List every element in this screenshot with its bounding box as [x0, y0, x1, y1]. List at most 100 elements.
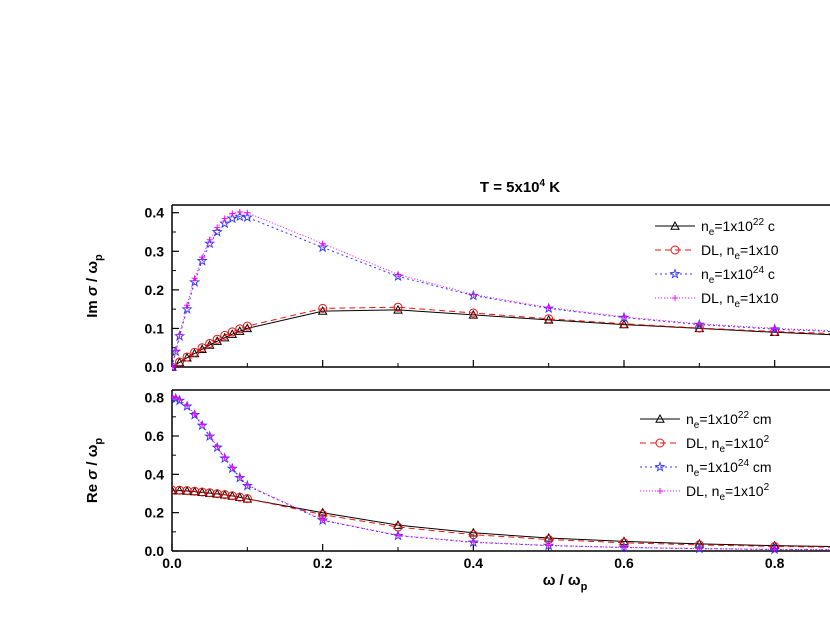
y-tick-label: 0.6	[145, 428, 165, 444]
legend-marker	[670, 220, 680, 230]
x-tick-label: 0.0	[162, 555, 182, 571]
data-point	[227, 327, 237, 337]
data-point	[234, 210, 246, 222]
y-tick-label: 0.0	[145, 543, 165, 559]
data-point	[468, 308, 478, 318]
data-point	[544, 314, 554, 324]
y-tick-label: 0.1	[145, 320, 165, 336]
data-point	[191, 275, 198, 282]
legend-marker	[657, 488, 663, 494]
data-point	[470, 291, 477, 298]
y-tick-label: 0.4	[145, 205, 165, 221]
data-point	[184, 402, 191, 409]
data-point	[317, 306, 328, 315]
data-point	[395, 532, 401, 539]
legend-label: DL, ne=1x102	[686, 434, 770, 455]
legend-label: DL, ne=1x10	[701, 242, 779, 262]
data-point	[172, 362, 177, 371]
bottom-panel: 0.0 0.2 0.4 0.6 0.8 0.0 0.2 0.4 0.6 0.8 Re σ / ωp ω…	[84, 389, 830, 593]
figure-title-exponent: 4	[540, 178, 546, 189]
legend-label: ne=1x1024 c	[701, 265, 775, 286]
data-point	[174, 330, 186, 341]
data-point	[214, 224, 221, 231]
data-point	[176, 331, 183, 338]
data-point	[221, 215, 228, 222]
x-tick-label: 0.4	[464, 555, 484, 571]
data-point	[317, 241, 329, 253]
legend-label: ne=1x1024 cm	[686, 458, 772, 479]
data-point	[393, 304, 403, 314]
data-point	[234, 492, 245, 502]
legend-label: DL, ne=1x10	[701, 290, 779, 310]
data-point	[172, 347, 179, 354]
series-line-0	[172, 490, 830, 547]
data-point	[172, 394, 179, 401]
data-point	[199, 421, 206, 428]
legend-marker	[669, 268, 681, 279]
data-point	[184, 302, 191, 309]
data-point	[242, 494, 252, 504]
plot-area	[172, 208, 830, 371]
data-point	[236, 474, 243, 481]
data-point	[319, 516, 326, 523]
legend-label: ne=1x1022 c	[701, 217, 775, 238]
data-point	[221, 454, 228, 461]
data-point	[172, 364, 175, 370]
legend-marker	[655, 413, 665, 423]
data-point	[392, 270, 404, 282]
figure-title: T = 5x104 K	[480, 178, 560, 196]
data-point	[244, 482, 251, 489]
data-point	[226, 212, 238, 224]
data-point	[227, 490, 238, 500]
data-point	[242, 323, 253, 333]
y-tick-label: 0.8	[145, 390, 165, 406]
data-point	[204, 237, 216, 249]
legend-marker	[672, 295, 678, 301]
data-point	[220, 330, 230, 340]
data-point	[395, 271, 401, 278]
data-point	[244, 209, 251, 216]
series-line-2	[172, 397, 830, 551]
figure-title-suffix: K	[545, 179, 560, 196]
data-point	[214, 443, 221, 450]
data-point	[236, 208, 243, 215]
series-line-0	[172, 309, 830, 368]
plot-area	[172, 391, 830, 555]
y-axis-title: Re σ / ωp	[84, 438, 105, 503]
data-point	[318, 303, 328, 313]
y-tick-label: 0.2	[145, 282, 165, 298]
data-point	[191, 410, 198, 417]
data-point	[219, 217, 231, 229]
figure-title-prefix: T = 5x10	[480, 179, 540, 196]
data-point	[229, 210, 236, 217]
data-point	[696, 545, 703, 552]
data-point	[234, 326, 245, 335]
y-axis-title: Im σ / ωp	[84, 254, 105, 318]
data-point	[393, 302, 403, 312]
data-point	[468, 527, 479, 537]
data-point	[181, 303, 193, 314]
x-tick-label: 0.8	[765, 555, 785, 571]
y-tick-label: 0.4	[145, 466, 165, 482]
data-point	[172, 393, 175, 400]
data-point	[470, 538, 477, 545]
y-tick-label: 0.2	[145, 505, 165, 521]
data-point	[545, 542, 552, 549]
legend-label: ne=1x1022 cm	[686, 410, 772, 431]
data-point	[771, 546, 778, 553]
data-point	[188, 276, 201, 287]
series-line-1	[172, 306, 830, 368]
data-point	[196, 254, 208, 266]
data-point	[545, 304, 552, 311]
legend-marker	[654, 461, 666, 472]
data-point	[771, 325, 778, 332]
data-point	[197, 343, 207, 353]
data-point	[227, 329, 238, 338]
data-point	[621, 544, 627, 551]
data-point	[241, 211, 253, 223]
x-tick-label: 0.6	[614, 555, 634, 571]
data-point	[206, 432, 213, 439]
data-point	[176, 396, 183, 403]
data-point	[212, 334, 222, 344]
